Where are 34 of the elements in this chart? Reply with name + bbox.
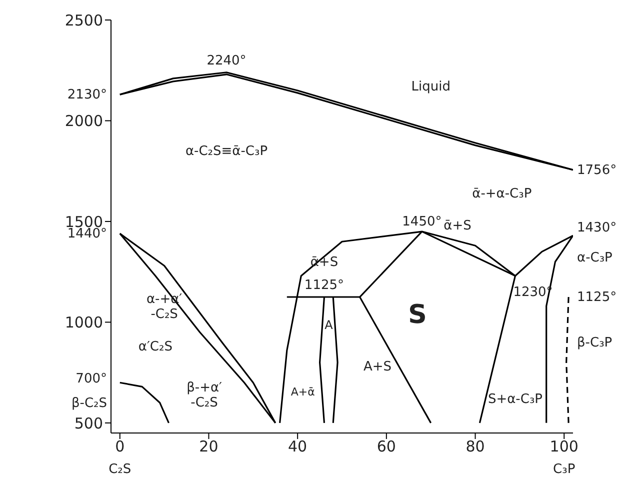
x-tick-label: 60	[376, 438, 396, 456]
annotation: Liquid	[411, 79, 450, 94]
annotation: A+ᾱ	[290, 386, 315, 399]
text: β-C₃P	[577, 334, 612, 350]
text: α-C₃P	[577, 250, 613, 266]
annotation: β-+α′ -C₂S	[186, 380, 222, 410]
y-tick-label: 2500	[64, 11, 103, 30]
x-tick-label: 80	[466, 438, 485, 456]
annotation: ᾱ-+α-C₃P	[472, 186, 532, 201]
annotation: A	[324, 318, 334, 333]
text: β-C₂S	[71, 395, 107, 410]
text: C₃P	[553, 462, 576, 477]
x-tick-label: 40	[288, 438, 308, 456]
annotation: α′C₂S	[138, 338, 172, 354]
text: 1125°	[577, 290, 617, 305]
x-tick-label: 20	[199, 438, 218, 456]
annotation: S+α-C₃P	[488, 391, 543, 406]
annotation: 2240°	[206, 52, 246, 68]
annotation: S	[408, 300, 427, 330]
text: 1756°	[577, 162, 617, 178]
annotation: ᾱ+S	[444, 218, 472, 234]
annotation: 1125°	[304, 277, 344, 292]
text: 2130°	[67, 87, 107, 102]
annotation: α-C₂S≡ᾱ-C₃P	[185, 144, 268, 159]
y-tick-label: 1000	[64, 314, 103, 332]
y-tick-label: 500	[74, 414, 103, 432]
x-tick-label: 0	[115, 438, 125, 456]
x-tick-label: 100	[550, 438, 578, 456]
annotation: A+S	[364, 359, 392, 374]
annotation: 1450°	[402, 214, 442, 230]
text: 700°	[76, 371, 107, 386]
y-tick-label: 2000	[64, 112, 103, 130]
text: C₂S	[108, 462, 132, 477]
text: 1430°	[577, 220, 617, 236]
